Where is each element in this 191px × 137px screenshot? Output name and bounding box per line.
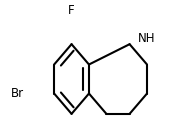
Text: F: F: [68, 4, 75, 17]
Text: Br: Br: [11, 87, 24, 100]
Text: NH: NH: [138, 32, 156, 45]
